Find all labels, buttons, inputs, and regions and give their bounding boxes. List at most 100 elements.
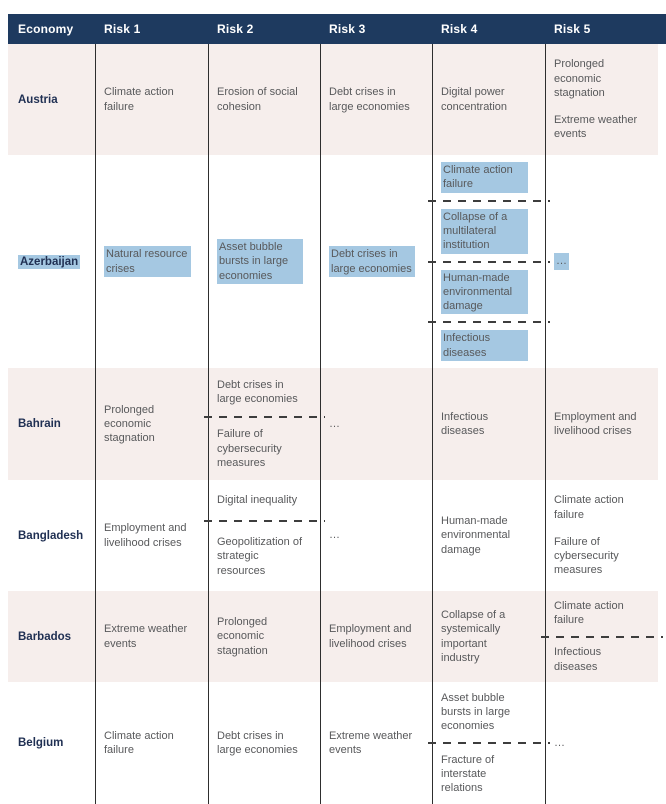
economy-cell: Azerbaijan: [8, 155, 95, 368]
risk-text: Digital inequality: [217, 493, 298, 506]
header-cell-economy: Economy: [18, 22, 74, 36]
ellipsis-text-highlighted: …: [554, 253, 569, 270]
risk-item: Geopolitization of strategic resources: [209, 522, 320, 591]
dashed-divider: [428, 260, 550, 263]
risk-cell: Digital inequality Geopolitization of st…: [204, 480, 325, 591]
table-header-row: Economy Risk 1 Risk 2 Risk 3 Risk 4 Risk…: [8, 14, 666, 44]
risk-text: Collapse of a systemically important ind…: [441, 608, 506, 664]
risk-cell: Climate action failure Failure of cybers…: [545, 480, 658, 591]
risk-cell: Extreme weather events: [95, 591, 208, 682]
risk-cell: …: [545, 155, 658, 368]
economy-risks-table: Economy Risk 1 Risk 2 Risk 3 Risk 4 Risk…: [8, 14, 666, 804]
risk-item: Human-made environmental damage: [433, 263, 545, 322]
risk-cell: Debt crises in large economies: [320, 44, 432, 155]
risk-text-highlighted: Debt crises in large economies: [329, 246, 415, 277]
risk-cell: Human-made environmental damage: [432, 480, 545, 591]
risk-text: Debt crises in large economies: [329, 86, 410, 113]
risk-text: Human-made environmental damage: [441, 515, 511, 556]
economy-cell: Bahrain: [8, 368, 95, 480]
risk-cell: Climate action failure: [95, 682, 208, 804]
risk-item: Infectious diseases: [546, 638, 658, 683]
risk-text: Asset bubble bursts in large economies: [441, 691, 511, 733]
risk-item: Extreme weather events: [96, 591, 208, 682]
risk-item: Collapse of a multilateral institution: [433, 202, 545, 261]
risk-text: Employment and livelihood crises: [554, 410, 637, 437]
risk-item: Climate action failure: [546, 591, 658, 636]
risk-text: Climate action failure: [554, 599, 624, 627]
economy-cell: Austria: [8, 44, 95, 155]
risk-cell: Erosion of social cohesion: [208, 44, 320, 155]
risk-text: Extreme weather events: [329, 729, 413, 756]
risk-text: Infectious diseases: [554, 646, 602, 673]
risk-cell: Employment and livelihood crises: [545, 368, 658, 480]
dashed-divider: [428, 742, 550, 744]
risk-text: Climate action failure: [104, 86, 174, 113]
risk-cell: Collapse of a systemically important ind…: [432, 591, 545, 682]
economy-name-highlighted: Azerbaijan: [18, 254, 81, 269]
risk-item: Digital inequality: [209, 480, 320, 520]
risk-item: Extreme weather events: [321, 682, 432, 804]
risk-text: Erosion of social cohesion: [217, 86, 298, 113]
risk-item: …: [321, 480, 432, 591]
risk-cell: …: [545, 682, 658, 804]
risk-cell: Natural resource crises: [95, 155, 208, 368]
risk-text: Prolonged economic stagnation: [104, 403, 155, 445]
risk-text: Failure of cybersecurity measures: [217, 428, 282, 470]
risk-item: Erosion of social cohesion: [209, 44, 320, 155]
risk-cell: …: [320, 368, 432, 480]
ellipsis-text: …: [329, 529, 340, 542]
risk-text: Extreme weather events: [104, 623, 188, 650]
risk-item: …: [546, 155, 658, 368]
risk-item: Failure of cybersecurity measures: [546, 535, 658, 578]
header-cell-risk-3: Risk 3: [329, 22, 366, 36]
risk-item: Employment and livelihood crises: [96, 480, 208, 591]
risk-cell: Asset bubble bursts in large economies: [208, 155, 320, 368]
risk-item: Infectious diseases: [433, 368, 545, 480]
risk-item: Debt crises in large economies: [321, 44, 432, 155]
risk-item: Asset bubble bursts in large economies: [209, 155, 320, 368]
dashed-divider: [428, 321, 550, 324]
header-cell-risk-4: Risk 4: [441, 22, 478, 36]
dashed-divider: [541, 635, 663, 638]
risk-cell: Debt crises in large economies: [320, 155, 432, 368]
risk-text: Infectious diseases: [441, 410, 489, 437]
risk-text: Employment and livelihood crises: [329, 623, 412, 650]
risk-item: Climate action failure: [96, 682, 208, 804]
risk-item: Digital power concentration: [433, 44, 545, 155]
risk-text: Digital power concentration: [441, 86, 508, 113]
risk-text: Failure of cybersecurity measures: [554, 535, 619, 577]
ellipsis-text: …: [554, 736, 565, 749]
risk-item: Extreme weather events: [546, 113, 658, 142]
risk-text: Climate action failure: [104, 729, 174, 756]
header-cell-risk-1: Risk 1: [104, 22, 141, 36]
risk-cell: Debt crises in large economies Failure o…: [204, 368, 325, 480]
risk-cell: Prolonged economic stagnation Extreme we…: [545, 44, 658, 155]
risk-cell: Employment and livelihood crises: [95, 480, 208, 591]
economy-name: Bahrain: [18, 418, 61, 430]
table-row-bangladesh: Bangladesh Employment and livelihood cri…: [8, 480, 658, 591]
risk-cell: Debt crises in large economies: [208, 682, 320, 804]
risk-item: Asset bubble bursts in large economies: [433, 682, 545, 742]
risk-cell: Extreme weather events: [320, 682, 432, 804]
risk-text-highlighted: Human-made environmental damage: [441, 269, 528, 315]
risk-text: Prolonged economic stagnation: [554, 58, 605, 99]
table-row-belgium: Belgium Climate action failure Debt cris…: [8, 682, 658, 804]
risk-cell: Asset bubble bursts in large economies F…: [428, 682, 550, 804]
risk-item: Prolonged economic stagnation: [546, 57, 658, 100]
risk-item: Human-made environmental damage: [433, 480, 545, 591]
risk-item: Debt crises in large economies: [209, 682, 320, 804]
header-cell-risk-5: Risk 5: [554, 22, 591, 36]
risk-item: Climate action failure: [96, 44, 208, 155]
risk-cell: Employment and livelihood crises: [320, 591, 432, 682]
dashed-divider: [204, 520, 325, 523]
economy-name: Barbados: [18, 630, 72, 643]
table-row-barbados: Barbados Extreme weather events Prolonge…: [8, 591, 663, 683]
table-row-austria: Austria Climate action failure Erosion o…: [8, 44, 658, 155]
risk-text: Geopolitization of strategic resources: [217, 536, 302, 577]
risk-cell: Climate action failure Collapse of a mul…: [428, 155, 550, 368]
dashed-divider: [204, 415, 325, 418]
risk-item: Debt crises in large economies: [209, 368, 320, 416]
economy-cell: Belgium: [8, 682, 95, 804]
risk-item: Fracture of interstate relations: [433, 744, 545, 804]
